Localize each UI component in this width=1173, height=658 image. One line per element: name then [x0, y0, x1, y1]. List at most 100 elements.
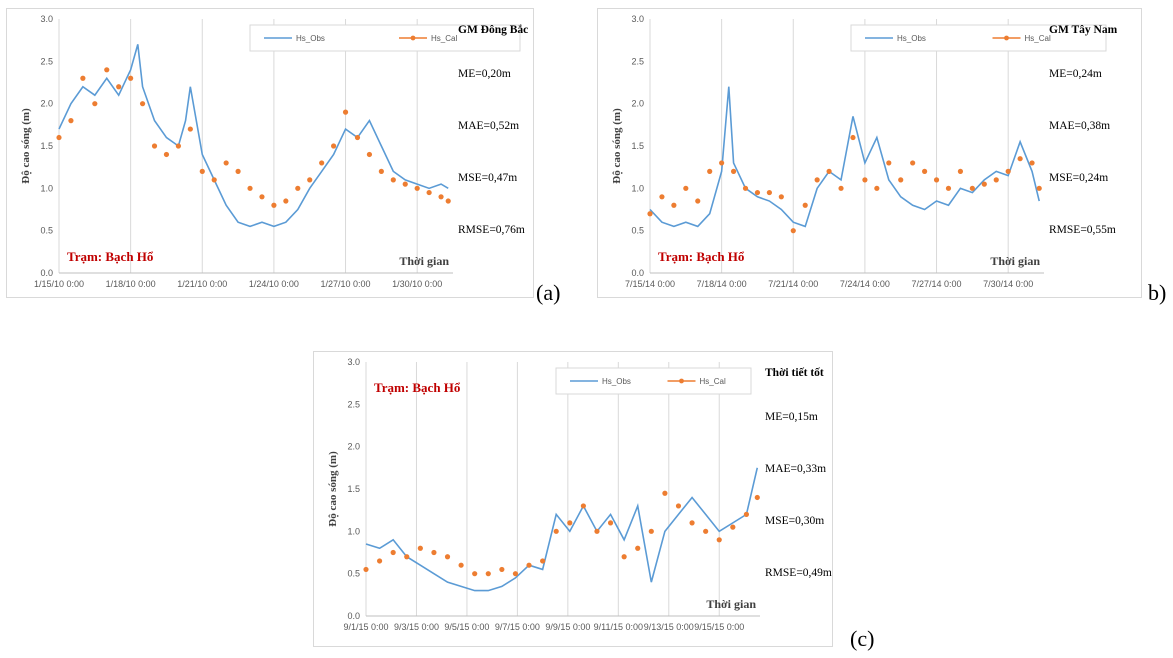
legend-marker-Hs_Cal: [1004, 35, 1009, 41]
data-point-Hs_Cal: [957, 168, 964, 174]
stat-value: RMSE=0,49m: [765, 567, 832, 579]
y-tick-label: 2.0: [631, 99, 644, 109]
data-point-Hs_Cal: [683, 185, 689, 191]
y-tick-label: 0.0: [40, 268, 53, 278]
data-point-Hs_Cal: [402, 181, 408, 187]
legend-label-Hs_Cal: Hs_Cal: [1025, 34, 1051, 43]
y-tick-label: 3.0: [631, 14, 644, 24]
stat-value: ME=0,20m: [458, 68, 511, 80]
data-point-Hs_Cal: [404, 554, 410, 560]
data-point-Hs_Cal: [526, 562, 532, 568]
data-point-Hs_Cal: [92, 101, 98, 107]
data-point-Hs_Cal: [647, 211, 653, 217]
data-point-Hs_Cal: [607, 520, 614, 526]
y-tick-label: 2.0: [347, 442, 360, 452]
legend-label-Hs_Obs: Hs_Obs: [897, 34, 926, 43]
y-tick-label: 3.0: [347, 357, 360, 367]
data-point-Hs_Cal: [1017, 156, 1023, 162]
station-label: Trạm: Bạch Hổ: [67, 249, 154, 264]
chart-panel-b: 7/15/14 0:00 7/18/14 0:00 7/21/14 0:00 7/24…: [597, 8, 1142, 298]
data-point-Hs_Cal: [743, 511, 750, 517]
data-point-Hs_Cal: [366, 151, 373, 158]
y-tick-label: 0.5: [631, 226, 644, 236]
data-point-Hs_Cal: [838, 185, 844, 191]
data-point-Hs_Cal: [594, 528, 600, 534]
data-point-Hs_Cal: [662, 490, 668, 496]
x-tick-label: 9/13/15 0:00: [644, 622, 694, 632]
data-point-Hs_Cal: [689, 520, 695, 526]
y-axis-label: Độ cao sóng (m): [611, 108, 623, 184]
data-point-Hs_Cal: [933, 177, 940, 183]
data-point-Hs_Cal: [922, 168, 928, 174]
data-point-Hs_Cal: [151, 143, 158, 149]
data-point-Hs_Cal: [719, 160, 725, 166]
data-point-Hs_Cal: [199, 168, 205, 174]
x-tick-label: 7/21/14 0:00: [768, 279, 818, 289]
y-axis-label: Độ cao sóng (m): [20, 108, 32, 184]
y-tick-label: 1.0: [347, 526, 360, 536]
data-point-Hs_Cal: [390, 177, 396, 183]
data-point-Hs_Cal: [1005, 168, 1011, 174]
data-point-Hs_Cal: [295, 185, 301, 191]
data-point-Hs_Cal: [874, 185, 880, 191]
x-tick-label: 1/27/10 0:00: [321, 279, 371, 289]
data-point-Hs_Cal: [969, 185, 975, 191]
data-point-Hs_Cal: [730, 168, 737, 174]
data-point-Hs_Cal: [675, 503, 682, 509]
data-point-Hs_Cal: [175, 143, 181, 149]
y-tick-label: 1.5: [347, 484, 360, 494]
y-tick-label: 0.5: [40, 226, 53, 236]
y-tick-label: 1.5: [40, 141, 53, 151]
data-point-Hs_Cal: [319, 160, 325, 166]
x-tick-label: 9/9/15 0:00: [545, 622, 590, 632]
stat-value: MSE=0,24m: [1049, 172, 1108, 184]
data-point-Hs_Cal: [778, 194, 784, 200]
x-tick-label: 7/27/14 0:00: [912, 279, 962, 289]
data-point-Hs_Cal: [703, 528, 709, 534]
data-point-Hs_Cal: [910, 160, 916, 166]
data-point-Hs_Cal: [128, 75, 134, 81]
data-point-Hs_Cal: [80, 75, 86, 81]
x-tick-label: 9/7/15 0:00: [495, 622, 540, 632]
data-point-Hs_Cal: [553, 528, 559, 534]
chart-panel-c: 9/1/15 0:00 9/3/15 0:00 9/5/15 0:00 9/7/15 …: [313, 351, 833, 647]
data-point-Hs_Cal: [259, 194, 265, 200]
data-point-Hs_Cal: [993, 177, 999, 183]
data-point-Hs_Cal: [695, 198, 701, 204]
data-point-Hs_Cal: [540, 558, 546, 564]
data-point-Hs_Cal: [512, 571, 519, 577]
legend-marker-Hs_Cal: [679, 378, 684, 384]
panel-label-a: (a): [536, 280, 561, 305]
data-point-Hs_Cal: [417, 545, 423, 551]
legend-box: [249, 24, 521, 52]
data-point-Hs_Cal: [342, 109, 349, 115]
x-tick-label: 1/21/10 0:00: [177, 279, 227, 289]
data-point-Hs_Cal: [862, 177, 868, 183]
x-tick-label: 7/18/14 0:00: [697, 279, 747, 289]
data-point-Hs_Cal: [898, 177, 904, 183]
data-point-Hs_Cal: [56, 134, 62, 141]
chart-a-svg: 1/15/10 0:00 1/18/10 0:00 1/21/10 0:00 1/24…: [20, 14, 528, 289]
data-point-Hs_Cal: [331, 143, 337, 149]
data-point-Hs_Cal: [945, 185, 952, 191]
data-point-Hs_Cal: [354, 134, 361, 141]
data-point-Hs_Cal: [802, 202, 808, 208]
series-line-Hs_Obs: [365, 467, 759, 592]
data-point-Hs_Cal: [363, 566, 369, 573]
legend-label-Hs_Cal: Hs_Cal: [700, 377, 726, 386]
data-point-Hs_Cal: [445, 198, 451, 204]
data-point-Hs_Cal: [707, 168, 713, 174]
legend-label-Hs_Obs: Hs_Obs: [602, 377, 631, 386]
data-point-Hs_Cal: [235, 168, 241, 174]
y-tick-label: 2.5: [631, 56, 644, 66]
data-point-Hs_Cal: [116, 84, 122, 90]
data-point-Hs_Cal: [378, 168, 384, 174]
data-point-Hs_Cal: [472, 571, 478, 577]
data-point-Hs_Cal: [458, 562, 464, 568]
y-tick-label: 2.0: [40, 99, 53, 109]
x-tick-label: 9/5/15 0:00: [444, 622, 489, 632]
stat-value: MSE=0,47m: [458, 172, 517, 184]
stat-value: ME=0,15m: [765, 411, 818, 423]
data-point-Hs_Cal: [567, 520, 573, 526]
x-tick-label: 9/11/15 0:00: [594, 622, 643, 632]
